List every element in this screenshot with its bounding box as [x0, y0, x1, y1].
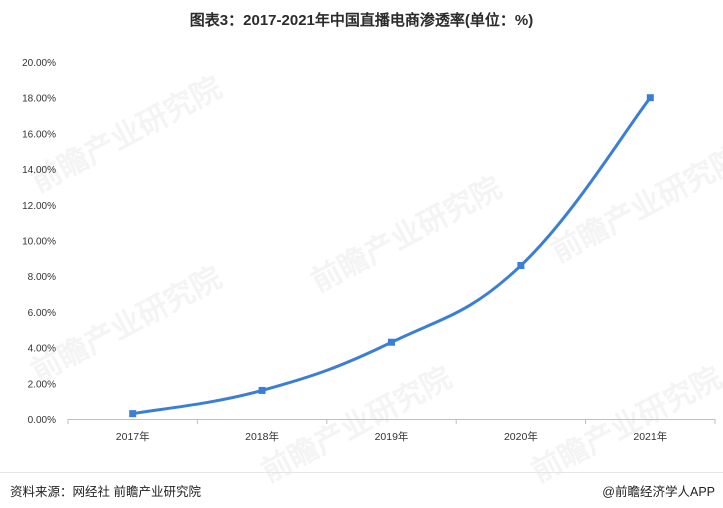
data-point-marker	[258, 386, 266, 394]
y-tick-label: 20.00%	[22, 58, 56, 69]
credit-note: @前瞻经济学人APP	[602, 485, 715, 499]
data-point-marker	[129, 410, 137, 418]
y-tick-label: 6.00%	[28, 308, 56, 319]
footer-divider	[0, 472, 723, 473]
x-tick-label: 2017年	[116, 430, 150, 443]
data-point-marker	[517, 261, 525, 269]
chart-title: 图表3：2017-2021年中国直播电商渗透率(单位：%)	[189, 12, 534, 29]
y-tick-label: 16.00%	[22, 129, 56, 140]
y-axis: 0.00% 2.00% 4.00% 6.00% 8.00% 10.00% 12.00% 14.…	[22, 58, 56, 426]
x-tick-label: 2018年	[245, 430, 279, 443]
y-tick-label: 2.00%	[28, 379, 56, 390]
data-point-marker	[646, 94, 654, 102]
y-tick-label: 10.00%	[22, 237, 56, 248]
y-tick-label: 8.00%	[28, 272, 56, 283]
source-note: 资料来源：网经社 前瞻产业研究院	[10, 485, 201, 499]
x-axis: 2017年 2018年 2019年 2020年 2021年	[67, 419, 716, 443]
series-layer	[129, 94, 654, 418]
y-tick-label: 4.00%	[28, 344, 56, 355]
y-tick-label: 18.00%	[22, 94, 56, 105]
x-tick-label: 2019年	[375, 430, 409, 443]
x-tick-label: 2020年	[504, 430, 538, 443]
y-tick-label: 14.00%	[22, 165, 56, 176]
y-tick-label: 12.00%	[22, 201, 56, 212]
series-line	[131, 96, 652, 416]
data-point-marker	[388, 338, 395, 346]
x-tick-label: 2021年	[633, 430, 667, 443]
line-chart: 0.00% 2.00% 4.00% 6.00% 8.00% 10.00% 12.00% 14.…	[22, 58, 716, 443]
y-tick-label: 0.00%	[28, 415, 56, 426]
